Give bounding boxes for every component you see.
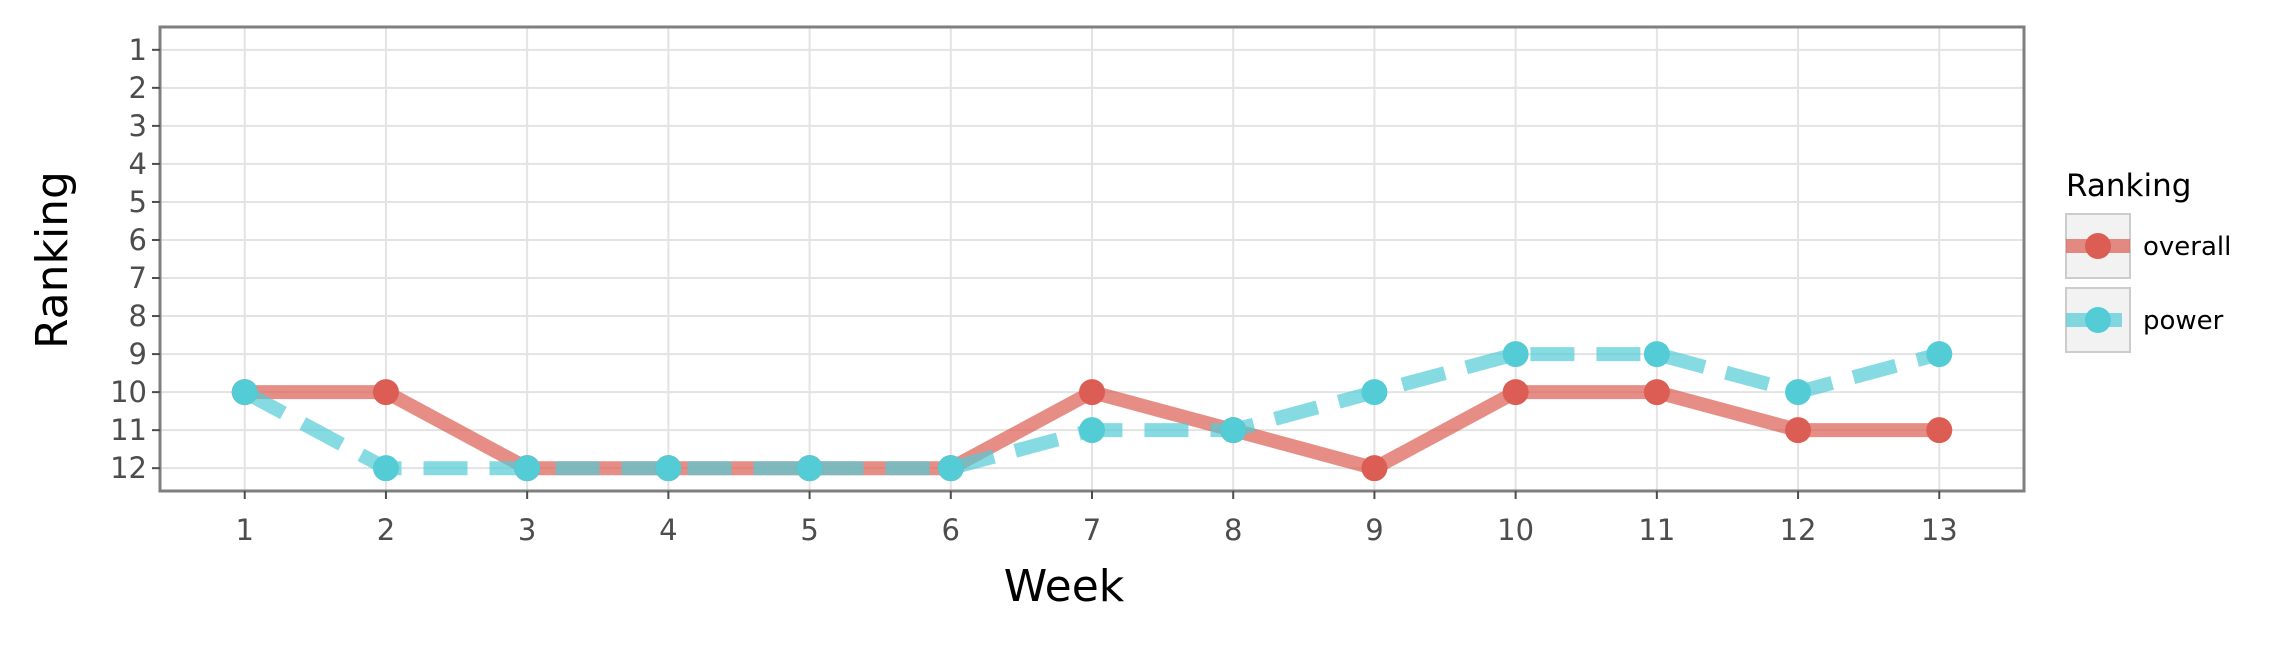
data-point-power: [655, 455, 682, 482]
y-tick-label: 6: [129, 223, 147, 257]
legend-label: overall: [2143, 232, 2231, 262]
data-point-power: [937, 455, 964, 482]
legend: Ranking overall power: [2065, 168, 2231, 353]
x-tick-label: 8: [1224, 513, 1242, 547]
y-tick-label: 12: [110, 451, 147, 485]
data-point-power: [1079, 417, 1105, 444]
data-point-overall: [1361, 455, 1388, 482]
data-point-overall: [372, 379, 399, 406]
x-tick-label: 3: [518, 513, 536, 547]
data-point-overall: [1785, 417, 1812, 444]
data-point-overall: [1643, 379, 1670, 406]
data-point-overall: [1926, 417, 1953, 444]
data-point-power: [796, 455, 823, 482]
y-tick-label: 2: [129, 71, 147, 105]
data-point-power: [1785, 379, 1812, 406]
data-point-overall: [1079, 379, 1105, 406]
x-axis-title: Week: [1004, 561, 1125, 612]
x-tick-label: 5: [800, 513, 818, 547]
data-point-power: [1926, 341, 1953, 368]
y-tick-label: 5: [129, 185, 147, 219]
x-tick-label: 2: [377, 513, 395, 547]
data-point-power: [1220, 417, 1247, 444]
legend-key-point: [2085, 233, 2111, 259]
series-points: [231, 341, 1953, 482]
legend-item-power: power: [2065, 287, 2224, 353]
data-point-power: [514, 455, 541, 482]
data-point-power: [1643, 341, 1670, 368]
y-tick-label: 8: [129, 299, 147, 333]
data-point-power: [231, 379, 258, 406]
legend-title: Ranking: [2066, 168, 2191, 204]
x-tick-label: 9: [1365, 513, 1383, 547]
data-point-power: [1361, 379, 1388, 406]
x-tick-label: 4: [659, 513, 677, 547]
y-tick-label: 11: [110, 413, 147, 447]
y-tick-label: 10: [110, 375, 147, 409]
x-tick-label: 6: [942, 513, 960, 547]
legend-item-overall: overall: [2065, 213, 2231, 279]
x-tick-label: 12: [1780, 513, 1817, 547]
y-tick-label: 7: [129, 261, 147, 295]
x-tick-label: 7: [1083, 513, 1101, 547]
y-tick-label: 3: [129, 109, 147, 143]
x-tick-label: 11: [1638, 513, 1675, 547]
y-tick-label: 1: [129, 33, 147, 67]
legend-key-point: [2085, 307, 2111, 333]
y-tick-label: 9: [129, 337, 147, 371]
data-point-power: [1502, 341, 1529, 368]
x-tick-label: 10: [1497, 513, 1534, 547]
data-point-power: [372, 455, 399, 482]
y-tick-label: 4: [129, 147, 147, 181]
x-tick-label: 1: [236, 513, 254, 547]
data-point-overall: [1502, 379, 1529, 406]
legend-label: power: [2143, 306, 2224, 336]
legend-items: overall power: [2065, 213, 2231, 353]
y-axis-title: Ranking: [27, 171, 78, 349]
x-axis-ticks: 1 2 3 4 5 6 7 8 9 10 11 12 13: [236, 491, 1958, 547]
x-tick-label: 13: [1921, 513, 1958, 547]
